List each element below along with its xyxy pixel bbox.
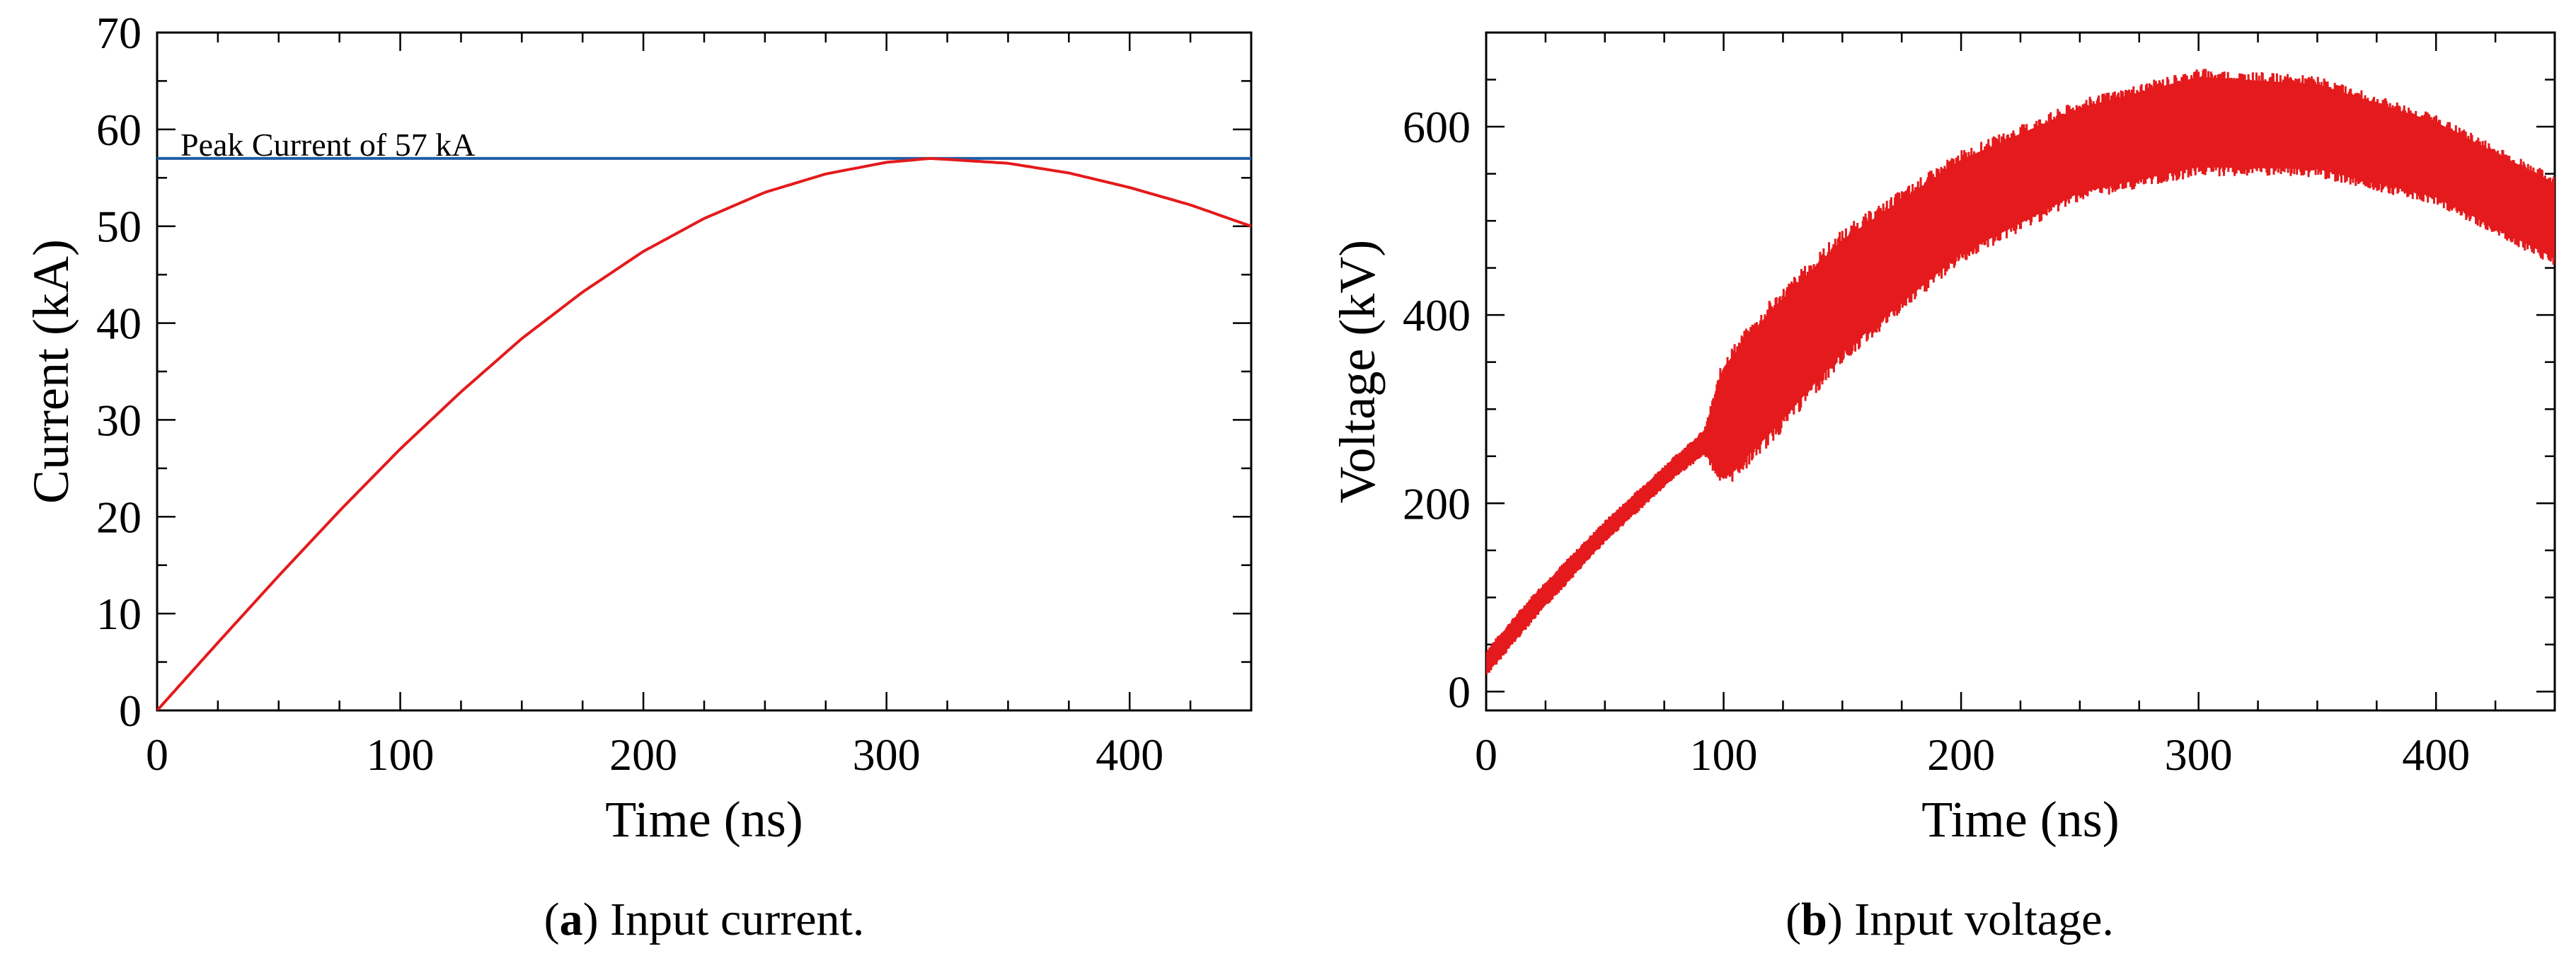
y-tick-label: 400 [1403, 290, 1471, 340]
x-tick-label: 100 [367, 730, 435, 780]
current-series-line [157, 156, 1251, 710]
y-tick-label: 20 [96, 492, 142, 542]
y-axis-label-b: Voltage (kV) [1329, 240, 1386, 504]
y-tick-label: 50 [96, 202, 142, 252]
y-tick-label: 70 [96, 8, 142, 58]
x-tick-label: 100 [1690, 730, 1758, 780]
y-tick-label: 600 [1403, 102, 1471, 152]
peak-current-annotation: Peak Current of 57 kA [180, 127, 475, 163]
x-tick-label: 0 [146, 730, 168, 780]
y-tick-label: 0 [1448, 667, 1471, 717]
y-tick-label: 40 [96, 299, 142, 349]
x-tick-label: 400 [2402, 730, 2470, 780]
chart-panel-b: 0 100 200 300 400 0 200 400 600 Time (ns) Voltag… [1329, 31, 2556, 848]
y-tick-label: 10 [96, 589, 142, 639]
chart-panel-a: 0 100 200 300 400 0 10 20 30 40 50 60 70 Peak Curren… [23, 8, 1253, 848]
x-axis-label-b: Time (ns) [1921, 791, 2119, 848]
caption-b: (b) Input voltage. [1786, 894, 2114, 945]
caption-b-label: b [1801, 894, 1827, 945]
y-tick-label: 200 [1403, 478, 1471, 529]
y-axis-label-a: Current (kA) [23, 239, 79, 504]
caption-b-text: Input voltage. [1842, 894, 2114, 945]
caption-a-label: a [559, 894, 583, 945]
y-tick-label: 0 [119, 686, 142, 736]
voltage-series-line [1486, 69, 2555, 675]
y-tick-label: 60 [96, 105, 142, 155]
y-tick-label: 30 [96, 395, 142, 445]
x-tick-label: 200 [1927, 730, 1995, 780]
x-axis-label-a: Time (ns) [605, 791, 803, 848]
x-tick-label: 300 [853, 730, 921, 780]
x-tick-label: 400 [1096, 730, 1163, 780]
caption-a: (a) Input current. [544, 894, 865, 945]
x-tick-label: 200 [609, 730, 677, 780]
x-tick-label: 300 [2165, 730, 2233, 780]
x-tick-label: 0 [1475, 730, 1497, 780]
caption-a-text: Input current. [598, 894, 865, 945]
